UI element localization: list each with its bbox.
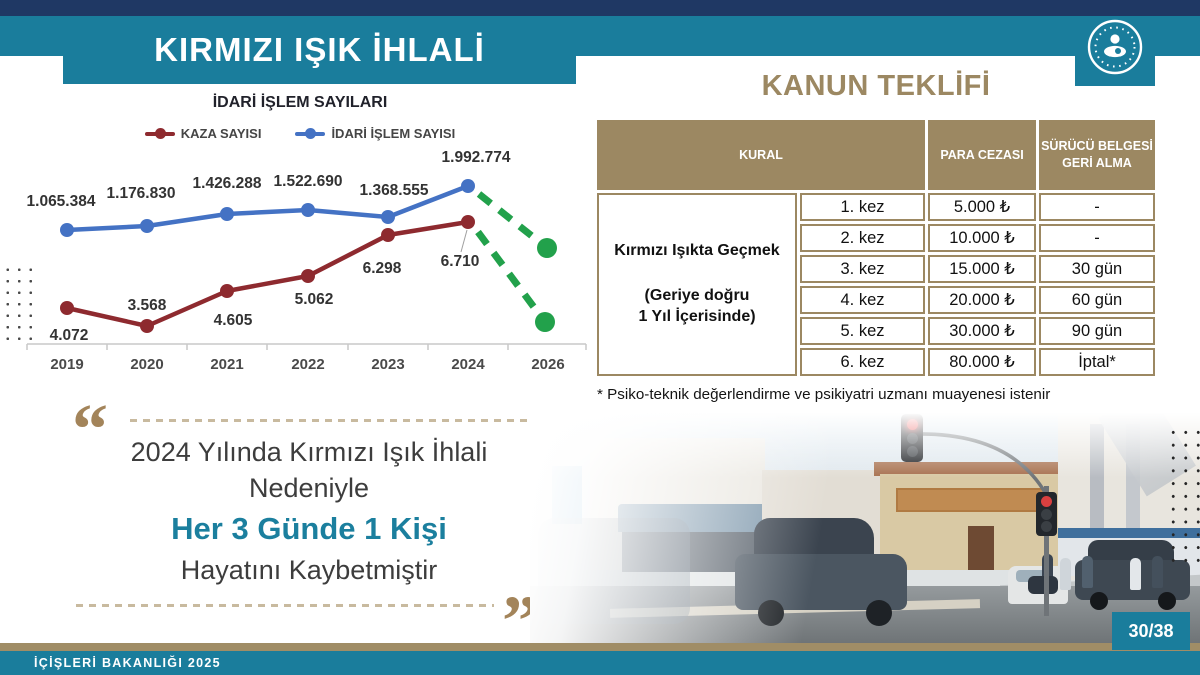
svg-text:1.522.690: 1.522.690 bbox=[274, 173, 343, 190]
table-row: 3. kez 15.000 ₺ 30 gün bbox=[800, 255, 1155, 283]
legend-label-idari: İDARİ İŞLEM SAYISI bbox=[331, 126, 456, 141]
svg-text:2022: 2022 bbox=[291, 356, 324, 373]
cell-alma: - bbox=[1039, 193, 1155, 221]
svg-text:4.072: 4.072 bbox=[50, 327, 89, 344]
svg-text:2026: 2026 bbox=[531, 356, 564, 373]
cell-alma: 90 gün bbox=[1039, 317, 1155, 345]
penalty-table-header: KURAL PARA CEZASI SÜRÜCÜ BELGESİ GERİ AL… bbox=[597, 120, 1155, 190]
footer-tan-strip bbox=[0, 643, 1200, 651]
cell-ceza: 20.000 ₺ bbox=[928, 286, 1036, 314]
quote-block: 2024 Yılında Kırmızı Işık İhlali Nedeniy… bbox=[38, 434, 580, 588]
legend-marker-kaza-icon bbox=[144, 128, 175, 139]
rule-line-1: Kırmızı Işıkta Geçmek bbox=[614, 242, 780, 260]
svg-text:1.065.384: 1.065.384 bbox=[27, 193, 96, 210]
ministry-logo-box bbox=[1075, 16, 1155, 86]
chart-title: İDARİ İŞLEM SAYILARI bbox=[212, 94, 388, 111]
cell-kez: 5. kez bbox=[800, 317, 925, 345]
header-cell-kural: KURAL bbox=[597, 120, 925, 190]
svg-text:1.368.555: 1.368.555 bbox=[360, 182, 429, 199]
cell-alma: 60 gün bbox=[1039, 286, 1155, 314]
penalty-rows: 1. kez 5.000 ₺ - 2. kez 10.000 ₺ - 3. ke… bbox=[800, 193, 1155, 376]
cell-ceza: 5.000 ₺ bbox=[928, 193, 1036, 221]
dot-grid-decoration-right bbox=[1167, 426, 1200, 564]
chart-legend: KAZA SAYISI İDARİ İŞLEM SAYISI bbox=[0, 126, 600, 141]
street-photo bbox=[530, 408, 1200, 643]
footer-text: İÇİŞLERİ BAKANLIĞI 2025 bbox=[34, 656, 221, 670]
slide-title: KIRMIZI IŞIK İHLALİ bbox=[154, 31, 485, 68]
quote-highlight: Her 3 Günde 1 Kişi bbox=[171, 511, 447, 546]
rule-line-2: (Geriye doğru bbox=[644, 287, 750, 305]
quote-line-2: Nedeniyle bbox=[248, 473, 370, 503]
quote-line-3: Hayatını Kaybetmiştir bbox=[180, 555, 438, 585]
legend-marker-idari-icon bbox=[295, 128, 326, 139]
svg-text:2023: 2023 bbox=[371, 356, 404, 373]
table-row: 5. kez 30.000 ₺ 90 gün bbox=[800, 317, 1155, 345]
cell-kez: 1. kez bbox=[800, 193, 925, 221]
table-footnote: * Psiko-teknik değerlendirme ve psikiyat… bbox=[597, 386, 1051, 403]
quote-dashed-line-top bbox=[130, 419, 568, 422]
cell-ceza: 80.000 ₺ bbox=[928, 348, 1036, 376]
svg-text:1.426.288: 1.426.288 bbox=[193, 175, 262, 192]
cell-ceza: 15.000 ₺ bbox=[928, 255, 1036, 283]
table-row: 2. kez 10.000 ₺ - bbox=[800, 224, 1155, 252]
table-row: 6. kez 80.000 ₺ İptal* bbox=[800, 348, 1155, 376]
svg-text:6.710: 6.710 bbox=[441, 253, 480, 270]
svg-text:2020: 2020 bbox=[130, 356, 163, 373]
legend-label-kaza: KAZA SAYISI bbox=[180, 126, 262, 141]
cell-kez: 3. kez bbox=[800, 255, 925, 283]
section-title-kanun-teklifi: KANUN TEKLİFİ bbox=[761, 70, 991, 102]
cell-kez: 6. kez bbox=[800, 348, 925, 376]
header-cell-para-cezasi: PARA CEZASI bbox=[928, 120, 1036, 190]
svg-text:1.992.774: 1.992.774 bbox=[442, 149, 511, 166]
rule-line-3: 1 Yıl İçerisinde) bbox=[638, 307, 756, 325]
penalty-table: KURAL PARA CEZASI SÜRÜCÜ BELGESİ GERİ AL… bbox=[597, 120, 1155, 376]
cell-ceza: 30.000 ₺ bbox=[928, 317, 1036, 345]
cell-alma: İptal* bbox=[1039, 348, 1155, 376]
cell-alma: - bbox=[1039, 224, 1155, 252]
dot-grid-decoration-left bbox=[2, 264, 33, 346]
header-cell-surucu-belgesi: SÜRÜCÜ BELGESİ GERİ ALMA bbox=[1039, 120, 1155, 190]
quote-dashed-line-bottom bbox=[76, 604, 494, 607]
photo-fade bbox=[530, 408, 1200, 643]
page-number-badge: 30/38 bbox=[1112, 612, 1190, 650]
svg-text:2019: 2019 bbox=[50, 356, 83, 373]
cell-ceza: 10.000 ₺ bbox=[928, 224, 1036, 252]
svg-text:2024: 2024 bbox=[451, 356, 485, 373]
svg-text:4.605: 4.605 bbox=[214, 312, 253, 329]
svg-text:2021: 2021 bbox=[210, 356, 243, 373]
ministry-emblem-icon bbox=[1087, 19, 1143, 75]
quote-line-1: 2024 Yılında Kırmızı Işık İhlali bbox=[130, 437, 488, 467]
svg-text:3.568: 3.568 bbox=[128, 297, 167, 314]
footer-bar: İÇİŞLERİ BAKANLIĞI 2025 bbox=[0, 651, 1200, 675]
cell-kez: 2. kez bbox=[800, 224, 925, 252]
table-row: 1. kez 5.000 ₺ - bbox=[800, 193, 1155, 221]
legend-item: İDARİ İŞLEM SAYISI bbox=[295, 126, 455, 141]
top-navy-bar bbox=[0, 0, 1200, 16]
svg-text:6.298: 6.298 bbox=[363, 260, 402, 277]
svg-text:1.176.830: 1.176.830 bbox=[107, 185, 176, 202]
cell-kez: 4. kez bbox=[800, 286, 925, 314]
svg-text:5.062: 5.062 bbox=[295, 291, 334, 308]
rule-cell: Kırmızı Işıkta Geçmek (Geriye doğru 1 Yı… bbox=[597, 193, 797, 376]
cell-alma: 30 gün bbox=[1039, 255, 1155, 283]
legend-item: KAZA SAYISI bbox=[144, 126, 262, 141]
table-row: 4. kez 20.000 ₺ 60 gün bbox=[800, 286, 1155, 314]
title-banner: KIRMIZI IŞIK İHLALİ bbox=[63, 16, 576, 84]
penalty-table-body: Kırmızı Işıkta Geçmek (Geriye doğru 1 Yı… bbox=[597, 193, 1155, 376]
